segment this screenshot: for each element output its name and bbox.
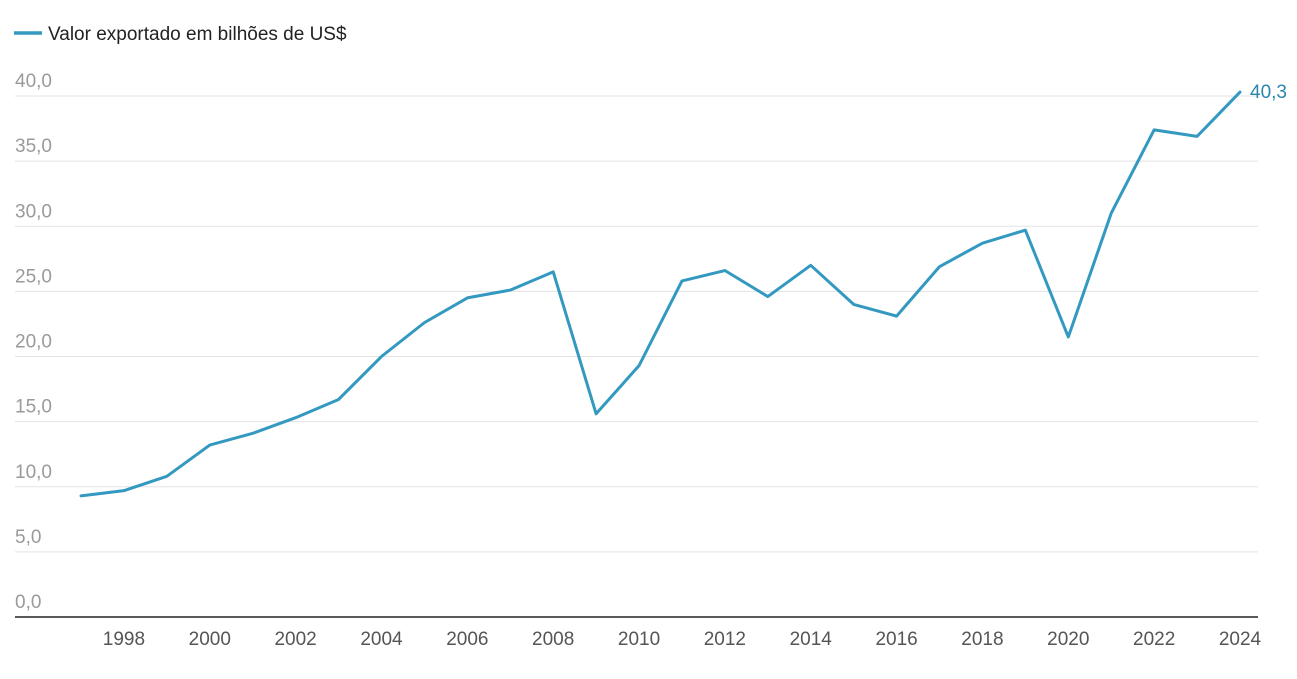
x-tick-label: 2020 [1047,629,1089,650]
x-tick-label: 1998 [103,629,145,650]
end-value-label: 40,3 [1250,82,1287,103]
x-tick-label: 2012 [704,629,746,650]
y-axis: 0,0 5,0 10,0 15,0 20,0 25,0 30,0 35,0 40,0 [15,71,52,613]
y-tick-label: 40,0 [15,71,52,92]
y-tick-label: 20,0 [15,332,52,353]
x-tick-label: 2014 [790,629,833,650]
x-axis: 1998 2000 2002 2004 2006 2008 2010 2012 2014 2016… [103,629,1262,650]
legend: Valor exportado em bilhões de US$ [14,24,347,45]
y-tick-label: 35,0 [15,136,52,157]
y-tick-label: 30,0 [15,201,52,222]
x-tick-label: 2016 [875,629,917,650]
x-tick-label: 2006 [446,629,488,650]
y-tick-label: 5,0 [15,527,41,548]
x-tick-label: 2008 [532,629,574,650]
series-line [79,90,1242,498]
y-tick-label: 25,0 [15,266,52,287]
x-tick-label: 2018 [961,629,1003,650]
x-tick-label: 2002 [274,629,316,650]
x-tick-label: 2010 [618,629,660,650]
y-tick-label: 15,0 [15,397,52,418]
y-tick-label: 0,0 [15,592,41,613]
legend-label: Valor exportado em bilhões de US$ [48,24,347,45]
x-tick-label: 2000 [189,629,231,650]
x-tick-label: 2022 [1133,629,1175,650]
annotations: 40,3 [1250,82,1287,103]
gridlines [15,95,1258,618]
series-group [79,90,1242,498]
y-tick-label: 10,0 [15,462,52,483]
x-tick-label: 2024 [1219,629,1262,650]
x-tick-label: 2004 [360,629,403,650]
